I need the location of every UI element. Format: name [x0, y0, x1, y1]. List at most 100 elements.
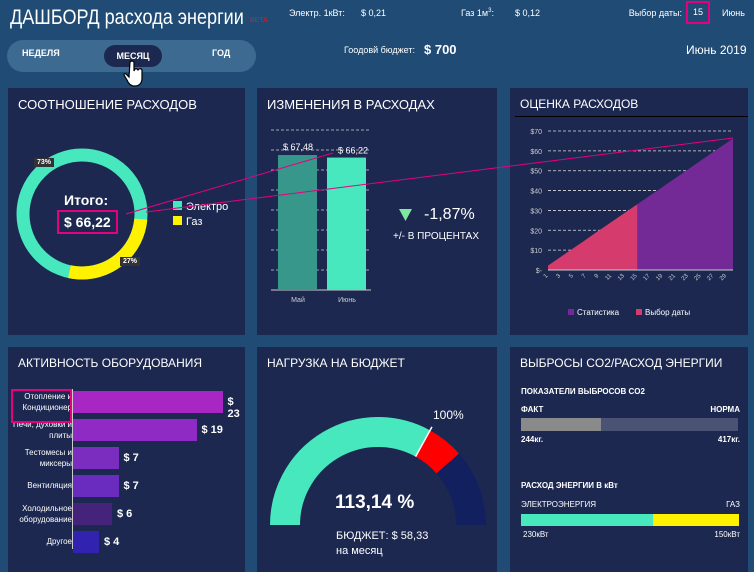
highlight-box: [11, 389, 72, 423]
gas-label: ГАЗ: [726, 500, 740, 509]
bar-data-label: $ 66,22: [338, 146, 368, 156]
equipment-bar: [73, 447, 119, 469]
changes-panel: ИЗМЕНЕНИЯ В РАСХОДАХ $ 67,48 Май $ 66,22 Ию…: [257, 88, 497, 335]
electro-fill: [521, 514, 653, 526]
equipment-value: $ 19: [201, 424, 223, 436]
energy-subtitle: РАСХОД ЭНЕРГИИ В кВт: [521, 481, 618, 490]
changes-title: ИЗМЕНЕНИЯ В РАСХОДАХ: [267, 97, 435, 112]
co2-subtitle: ПОКАЗАТЕЛИ ВЫБРОСОВ CO2: [521, 387, 645, 396]
gauge-overrun-arc: [415, 430, 460, 474]
equipment-label: Вентиляция: [27, 481, 72, 490]
equipment-bar: [73, 531, 99, 553]
x-tick-label: 15: [630, 273, 639, 282]
budget-value: $ 700: [424, 42, 457, 57]
electro-value: 230кВт: [523, 530, 549, 539]
total-value: $ 66,22: [57, 210, 118, 234]
fact-value: 244кг.: [521, 435, 544, 444]
co2-fact-fill: [521, 418, 601, 431]
budget-period: на месяц: [336, 545, 383, 557]
legend-gas: Газ: [173, 216, 202, 228]
y-tick-label: $70: [530, 129, 542, 136]
equipment-label: Другое: [46, 537, 72, 546]
bar-Май: [278, 155, 317, 290]
equipment-bar: [73, 391, 223, 413]
x-tick-label: 25: [694, 273, 703, 282]
x-tick-label: 1: [543, 273, 550, 280]
y-tick-label: $50: [530, 169, 542, 176]
equipment-label: Отопление и Кондиционер: [22, 392, 72, 412]
co2-title: ВЫБРОСЫ CO2/РАСХОД ЭНЕРГИИ: [520, 356, 723, 370]
y-tick-label: $10: [530, 248, 542, 255]
x-tick-label: 21: [668, 273, 677, 282]
y-tick-label: $40: [530, 189, 542, 196]
area-chart: $-$10$20$30$40$50$60$701 3 5 7 9 11 13 15 17 19 21…: [530, 129, 733, 282]
tab-year[interactable]: ГОД: [212, 48, 231, 58]
change-label: +/- В ПРОЦЕНТАХ: [393, 231, 479, 242]
gas-value: 150кВт: [714, 530, 740, 539]
estimate-title: ОЦЕНКА РАСХОДОВ: [520, 97, 639, 111]
equipment-value: $ 23: [227, 396, 240, 420]
x-tick-label: 9: [594, 273, 601, 280]
co2-bar: [521, 418, 738, 431]
budget-percent: 113,14 %: [335, 492, 415, 513]
tab-month[interactable]: МЕСЯЦ: [104, 45, 162, 67]
x-tick-label: Июнь: [338, 297, 356, 304]
gauge-value-arc: [270, 417, 431, 526]
co2-panel: ВЫБРОСЫ CO2/РАСХОД ЭНЕРГИИ ПОКАЗАТЕЛИ ВЫ…: [510, 347, 748, 572]
electro-label: ЭЛЕКТРОЭНЕРГИЯ: [521, 500, 597, 509]
date-select-input[interactable]: 15: [686, 1, 710, 24]
dashboard-title: ДАШБОРД расхода энергии: [10, 6, 244, 29]
x-tick-label: 3: [556, 273, 563, 280]
x-tick-label: 17: [643, 273, 652, 282]
x-tick-label: 7: [581, 273, 588, 280]
tab-week[interactable]: НЕДЕЛЯ: [22, 48, 60, 58]
total-label: Итого:: [64, 192, 109, 208]
estimate-panel: ОЦЕНКА РАСХОДОВ $- $10 $20 $30 $40 $50 $60 $70 1…: [510, 88, 748, 335]
x-tick-label: 5: [568, 273, 575, 280]
legend-selected-date: Выбор даты: [636, 308, 690, 317]
x-tick-label: 13: [617, 273, 626, 282]
legend-electro: Электро: [173, 201, 228, 213]
area-statistics: [637, 138, 733, 270]
budget-label: Гоодовй бюджет:: [344, 45, 415, 55]
legend-statistics: Статистика: [568, 308, 619, 317]
y-tick-label: $-: [536, 268, 543, 275]
x-tick-label: 19: [655, 273, 664, 282]
norm-value: 417кг.: [717, 435, 740, 444]
y-tick-label: $60: [530, 149, 542, 156]
axis-line: [72, 389, 73, 549]
x-tick-label: Май: [291, 296, 305, 304]
x-tick-label: 27: [706, 273, 715, 282]
beta-label: BETA: [250, 17, 268, 24]
x-tick-label: 11: [605, 273, 614, 282]
equipment-title: АКТИВНОСТЬ ОБОРУДОВАНИЯ: [18, 356, 203, 370]
electro-pct-label: 73%: [34, 158, 55, 167]
equipment-value: $ 7: [123, 452, 139, 464]
ratio-panel: СООТНОШЕНИЕ РАСХОДОВ 73% 27% Итого: $ 66…: [8, 88, 245, 335]
equipment-label: Печи, духовки и плиты: [13, 420, 72, 440]
down-triangle-icon: [399, 209, 412, 221]
gauge-remaining-arc: [436, 453, 486, 526]
equipment-value: $ 6: [117, 508, 133, 520]
gas-price-label: Газ 1м3:: [461, 8, 494, 18]
period-tabs: НЕДЕЛЯ МЕСЯЦ ГОД: [7, 40, 256, 87]
bar-data-label: $ 67,48: [283, 142, 313, 152]
budget-title: НАГРУЗКА НА БЮДЖЕТ: [267, 356, 405, 370]
budget-panel: НАГРУЗКА НА БЮДЖЕТ 100% 113,14 % БЮДЖЕТ:…: [257, 347, 497, 572]
bar-Июнь: [327, 157, 366, 290]
norm-label: НОРМА: [710, 405, 740, 414]
elec-price-value: $ 0,21: [361, 8, 387, 18]
y-tick-label: $30: [530, 208, 542, 215]
gas-price-value: $ 0,12: [515, 8, 541, 18]
x-tick-label: 23: [681, 273, 690, 282]
equipment-label: Тестомесы и миксеры: [24, 448, 72, 468]
x-tick-label: 29: [719, 273, 728, 282]
budget-gauge: [270, 417, 486, 526]
month-label: Июнь: [722, 8, 745, 18]
period-label: Июнь 2019: [686, 43, 747, 57]
date-select-label: Выбор даты:: [628, 8, 682, 18]
budget-amount: БЮДЖЕТ: $ 58,33: [336, 530, 429, 542]
gas-pct-label: 27%: [120, 257, 141, 266]
title-divider: [515, 116, 748, 117]
fact-label: ФАКТ: [521, 405, 544, 414]
